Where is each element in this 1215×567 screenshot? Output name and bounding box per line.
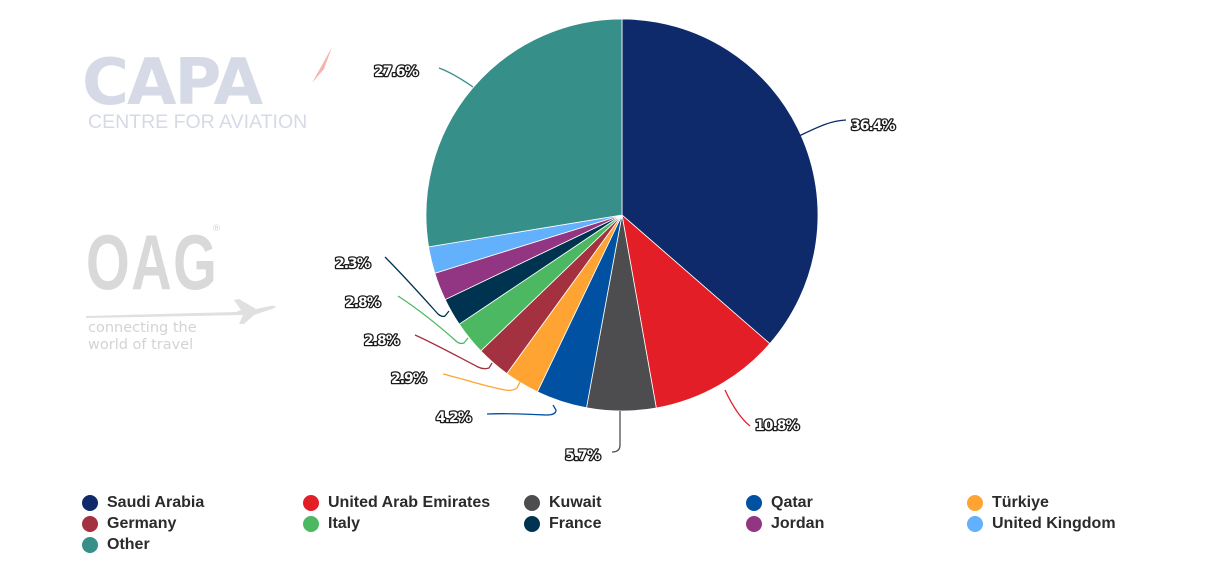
legend-swatch-icon — [746, 515, 762, 532]
legend-label: United Arab Emirates — [328, 493, 491, 511]
oag-logo-wordmark: OAG — [86, 218, 219, 306]
pct-label-france: 2.3% — [335, 256, 371, 272]
legend-label: Saudi Arabia — [107, 493, 205, 511]
connector-line — [442, 373, 521, 392]
legend-swatch-icon — [82, 515, 98, 532]
legend-swatch-icon — [524, 494, 540, 511]
legend-item-italy[interactable]: Italy — [303, 513, 360, 534]
legend-swatch-icon — [967, 515, 983, 532]
connector-line — [486, 404, 557, 416]
legend-item-germany[interactable]: Germany — [82, 513, 176, 534]
legend-item-t-rkiye[interactable]: Türkiye — [967, 492, 1049, 513]
pie-slice-united-arab-emirates[interactable] — [621, 213, 771, 409]
legend-swatch-icon — [303, 515, 319, 532]
legend-label: Other — [107, 535, 150, 553]
connector-line — [611, 411, 621, 453]
pie-chart: 36.4% 10.8% 5.7% 4.2% 2.9% 2.8% 2.8% 2.3% 27.6% — [334, 18, 898, 466]
legend-swatch-icon — [82, 494, 98, 511]
connector-line — [397, 295, 469, 345]
pct-label-t-rkiye: 2.9% — [391, 371, 427, 387]
legend-item-united-kingdom[interactable]: United Kingdom — [967, 513, 1116, 534]
connector-line — [384, 256, 450, 318]
legend-label: Germany — [107, 514, 177, 532]
connector-line — [798, 119, 847, 137]
pct-label-united-arab-emirates: 10.8% — [755, 418, 800, 434]
oag-logo: OAG ® connecting the world of travel — [86, 222, 286, 362]
pct-label-italy: 2.8% — [345, 295, 381, 311]
legend-label: Italy — [328, 514, 361, 532]
pct-label-qatar: 4.2% — [436, 410, 472, 426]
airplane-icon — [86, 299, 276, 324]
legend-item-france[interactable]: France — [524, 513, 601, 534]
legend-label: Qatar — [771, 493, 813, 511]
legend-item-jordan[interactable]: Jordan — [746, 513, 824, 534]
capa-swoosh-icon — [312, 47, 332, 83]
capa-logo-subtitle: CENTRE FOR AVIATION — [88, 111, 308, 133]
connector-line — [724, 389, 751, 427]
pct-label-germany: 2.8% — [364, 333, 400, 349]
oag-tagline-line2: world of travel — [88, 337, 194, 353]
legend-label: Jordan — [771, 514, 825, 532]
capa-logo: CAPA CENTRE FOR AVIATION — [82, 45, 332, 135]
legend-swatch-icon — [303, 494, 319, 511]
legend-swatch-icon — [82, 536, 98, 553]
legend-swatch-icon — [746, 494, 762, 511]
legend-label: France — [549, 514, 602, 532]
connector-line — [414, 334, 493, 370]
connector-line — [438, 67, 474, 88]
legend-item-united-arab-emirates[interactable]: United Arab Emirates — [303, 492, 490, 513]
label-connectors — [384, 67, 847, 453]
oag-tagline: connecting the world of travel — [88, 320, 197, 354]
oag-tagline-line1: connecting the — [88, 320, 197, 336]
legend-swatch-icon — [524, 515, 540, 532]
legend-item-saudi-arabia[interactable]: Saudi Arabia — [82, 492, 204, 513]
legend-item-other[interactable]: Other — [82, 534, 150, 555]
legend-item-qatar[interactable]: Qatar — [746, 492, 813, 513]
pie-slice-other[interactable] — [425, 18, 623, 248]
pie-slice-saudi-arabia[interactable] — [621, 18, 819, 345]
legend-item-kuwait[interactable]: Kuwait — [524, 492, 601, 513]
pie-slices — [425, 18, 819, 412]
legend-label: Türkiye — [992, 493, 1049, 511]
legend-label: Kuwait — [549, 493, 602, 511]
capa-logo-wordmark: CAPA — [82, 46, 263, 120]
percentage-labels: 36.4% 10.8% 5.7% 4.2% 2.9% 2.8% 2.8% 2.3% 27.6% — [334, 63, 898, 466]
legend-swatch-icon — [967, 494, 983, 511]
oag-registered-mark: ® — [212, 224, 221, 234]
pct-label-saudi-arabia: 36.4% — [851, 118, 896, 134]
pct-label-kuwait: 5.7% — [565, 448, 601, 464]
pct-label-other: 27.6% — [374, 64, 419, 80]
legend-label: United Kingdom — [992, 514, 1116, 532]
